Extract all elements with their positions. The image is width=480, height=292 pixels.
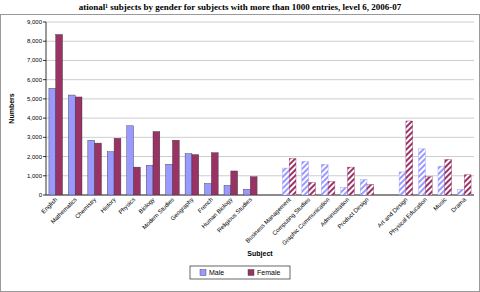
bar <box>146 165 153 195</box>
legend-label: Male <box>209 269 224 276</box>
tick-mark <box>43 195 46 196</box>
bar <box>224 185 231 195</box>
bar <box>205 183 212 195</box>
tick-label: 6,000 <box>27 77 43 83</box>
y-axis-label: Numbers <box>8 93 15 123</box>
bar <box>328 182 335 195</box>
tick-mark <box>43 22 46 23</box>
grid-line <box>46 118 474 119</box>
tick-mark <box>43 98 46 99</box>
bar <box>107 152 114 195</box>
bar <box>425 177 432 195</box>
category-label: Physical Education <box>388 196 428 236</box>
bar <box>56 34 63 195</box>
category-label: Mathematics <box>50 196 78 224</box>
bar <box>309 183 316 195</box>
bar <box>250 177 257 195</box>
bar <box>185 154 192 195</box>
chart: ational¹ subjects by gender for subjects… <box>0 0 480 292</box>
bar <box>192 155 199 195</box>
grid-line <box>46 98 474 99</box>
tick-mark <box>43 137 46 138</box>
bar <box>95 143 102 195</box>
category-label: Physics <box>117 196 136 215</box>
tick-mark <box>43 118 46 119</box>
bar <box>211 153 218 195</box>
bar <box>445 159 452 195</box>
bar <box>399 172 406 195</box>
bar <box>114 138 121 195</box>
tick-label: 2,000 <box>27 154 43 160</box>
bar <box>289 158 296 195</box>
bar <box>68 95 75 195</box>
grid-line <box>46 60 474 61</box>
grid-line <box>46 22 474 23</box>
bar <box>75 97 82 195</box>
title: ational¹ subjects by gender for subjects… <box>79 2 402 12</box>
bar <box>88 140 95 195</box>
category-label: French <box>197 196 214 213</box>
bar <box>243 189 250 195</box>
bar <box>360 180 367 195</box>
tick-label: 7,000 <box>27 57 43 63</box>
category-label: Modern Studies <box>141 196 175 230</box>
tick-label: 8,000 <box>27 38 43 44</box>
category-label: Music <box>432 196 447 211</box>
bar <box>367 184 374 195</box>
category-label: History <box>99 196 116 213</box>
x-axis-label: Subject <box>247 250 273 258</box>
tick-label: 4,000 <box>27 115 43 121</box>
tick-label: 3,000 <box>27 134 43 140</box>
category-label: Geography <box>169 196 194 221</box>
grid-line <box>46 41 474 42</box>
tick-mark <box>43 41 46 42</box>
legend-label: Female <box>257 269 280 276</box>
bar <box>348 167 355 195</box>
chart-frame <box>1 15 480 292</box>
category-label: Chemistry <box>74 196 97 219</box>
legend-swatch <box>248 270 254 276</box>
tick-label: 5,000 <box>27 96 43 102</box>
tick-label: 0 <box>39 192 43 198</box>
bars <box>49 34 471 195</box>
legend: Male Female <box>190 266 290 279</box>
bar <box>406 121 413 195</box>
tick-mark <box>43 175 46 176</box>
category-label: Biology <box>138 196 156 214</box>
bar <box>134 167 141 195</box>
bar <box>341 187 348 195</box>
tick-label: 1,000 <box>27 173 43 179</box>
legend-swatch <box>200 270 206 276</box>
bar <box>282 168 289 195</box>
tick-mark <box>43 60 46 61</box>
bar <box>127 126 134 195</box>
bar <box>321 164 328 195</box>
bar <box>457 189 464 195</box>
tick-label: 9,000 <box>27 19 43 25</box>
bar <box>166 164 173 195</box>
bar <box>419 149 426 195</box>
tick-mark <box>43 156 46 157</box>
y-axis <box>46 22 47 195</box>
bar <box>49 88 56 195</box>
bar <box>302 161 309 195</box>
grid-line <box>46 79 474 80</box>
category-label: Product Design <box>336 196 369 229</box>
category-label: Religious Studies <box>216 196 253 233</box>
category-label: Drama <box>450 196 467 213</box>
tick-mark <box>43 79 46 80</box>
bar <box>153 132 160 195</box>
bar <box>438 166 445 195</box>
bar <box>172 140 179 195</box>
category-label: English <box>40 196 58 214</box>
bar <box>231 171 238 195</box>
bar <box>464 175 471 195</box>
legend-box <box>190 266 290 279</box>
